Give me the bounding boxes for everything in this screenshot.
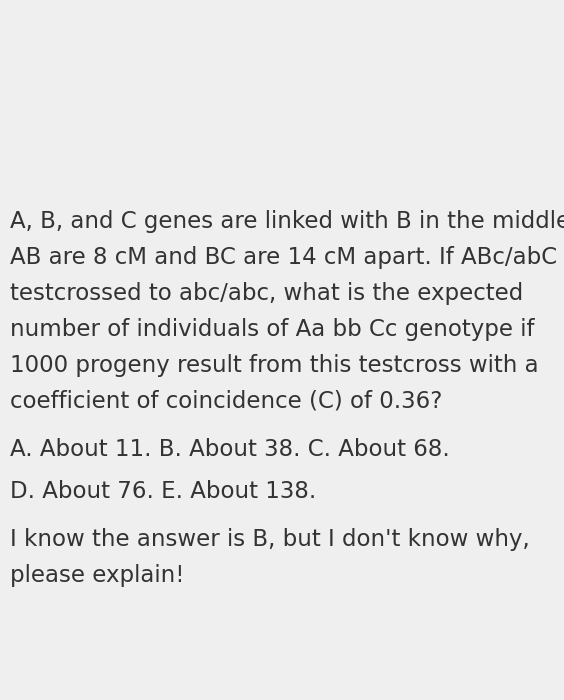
Text: I know the answer is B, but I don't know why,: I know the answer is B, but I don't know… — [10, 528, 530, 551]
Text: coefficient of coincidence (C) of 0.36?: coefficient of coincidence (C) of 0.36? — [10, 390, 442, 413]
Text: number of individuals of Aa bb Cc genotype if: number of individuals of Aa bb Cc genoty… — [10, 318, 535, 341]
Text: D. About 76. E. About 138.: D. About 76. E. About 138. — [10, 480, 316, 503]
Text: AB are 8 cM and BC are 14 cM apart. If ABc/abC is: AB are 8 cM and BC are 14 cM apart. If A… — [10, 246, 564, 269]
Text: A. About 11. B. About 38. C. About 68.: A. About 11. B. About 38. C. About 68. — [10, 438, 450, 461]
Text: please explain!: please explain! — [10, 564, 184, 587]
Text: testcrossed to abc/abc, what is the expected: testcrossed to abc/abc, what is the expe… — [10, 282, 523, 305]
Text: A, B, and C genes are linked with B in the middle.: A, B, and C genes are linked with B in t… — [10, 210, 564, 233]
Text: 1000 progeny result from this testcross with a: 1000 progeny result from this testcross … — [10, 354, 539, 377]
